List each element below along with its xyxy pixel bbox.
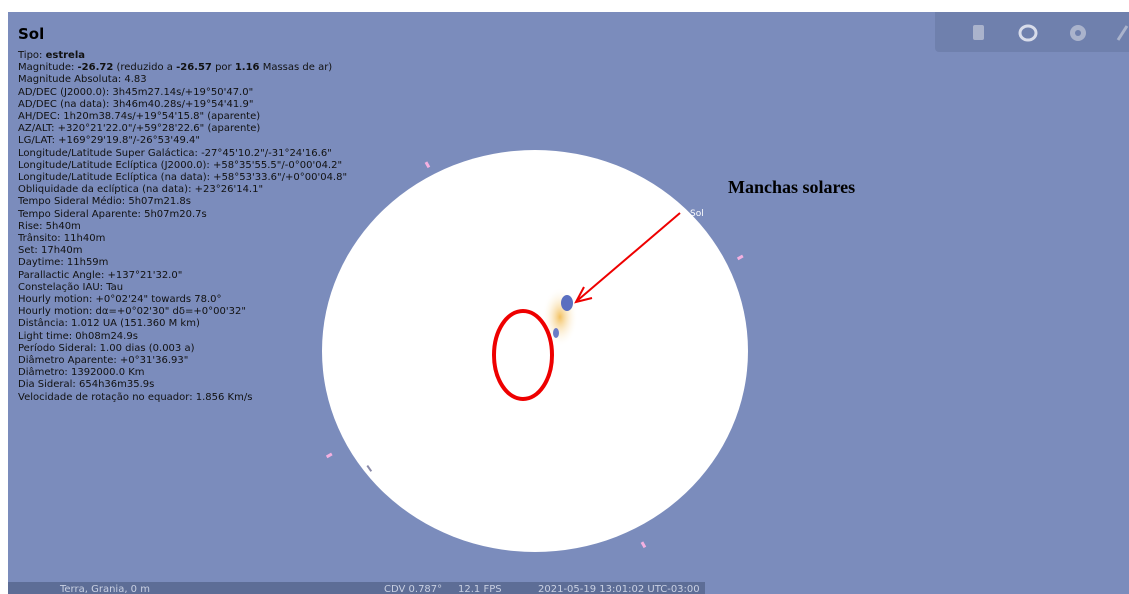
arrow-head [574,286,593,304]
info-line: AD/DEC (na data): 3h46m40.28s/+19°54'41.… [18,98,254,110]
info-line: Longitude/Latitude Super Galáctica: -27°… [18,147,332,159]
info-line: Diâmetro: 1392000.0 Km [18,367,145,379]
info-line: Set: 17h40m [18,245,83,257]
info-line: Tempo Sideral Médio: 5h07m21.8s [18,196,191,208]
info-line: Longitude/Latitude Eclíptica (J2000.0): … [18,159,343,171]
target-icon-center [1075,30,1081,36]
spot-halo [542,287,578,347]
trash-icon[interactable] [973,25,984,40]
info-line: AH/DEC: 1h20m38.74s/+19°54'15.8" (aparen… [18,111,261,123]
star [424,161,431,169]
sky-view: Sol Manchas solares Sol Tipo: estrela Mag… [8,12,1129,594]
star [325,452,333,459]
star [640,541,647,549]
location: Terra, Grania, 0 m [60,584,150,594]
info-line: Magnitude: -26.72 (reduzido a -26.57 por… [18,62,347,74]
star [736,254,744,261]
info-text: Magnitude: [18,62,78,74]
info-line: Dia Sideral: 654h36m35.9s [18,379,155,391]
fps: 12.1 FPS [458,584,502,594]
sunspot [561,295,573,311]
window-icon[interactable] [1018,24,1038,42]
info-line: AZ/ALT: +320°21'22.0"/+59°28'22.6" (apar… [18,123,261,135]
toolbar [935,12,1129,52]
info-line: LG/LAT: +169°29'19.8"/-26°53'49.4" [18,135,200,147]
wrench-icon[interactable] [1116,25,1129,41]
info-line: Tipo: estrela [18,50,347,62]
object-info: Tipo: estrela Magnitude: -26.72 (reduzido… [18,50,347,404]
info-line: Daytime: 11h59m [18,257,109,269]
info-value: -26.72 [77,62,114,74]
sunspot [553,328,559,338]
info-line: Período Sideral: 1.00 dias (0.003 a) [18,342,195,354]
status-bar: Terra, Grania, 0 m CDV 0.787° 12.1 FPS 2… [8,582,705,594]
info-line: Velocidade de rotação no equador: 1.856 … [18,391,253,403]
info-line: Diâmetro Aparente: +0°31'36.93" [18,355,189,367]
fov: CDV 0.787° [384,584,443,594]
datetime: 2021-05-19 13:01:02 UTC-03:00 [538,584,700,594]
object-title: Sol [18,25,45,43]
info-line: Constelação IAU: Tau [18,281,124,293]
info-line: Tempo Sideral Aparente: 5h07m20.7s [18,208,207,220]
star [366,464,373,472]
sky-graphics: Sol Manchas solares [322,150,855,552]
info-line: Distância: 1.012 UA (151.360 M km) [18,318,200,330]
info-value: estrela [45,50,85,61]
sky-label: Sol [690,209,704,219]
info-line: Trânsito: 11h40m [18,233,106,245]
stars [325,161,744,549]
info-line: AD/DEC (J2000.0): 3h45m27.14s/+19°50'47.… [18,86,254,98]
arrow-line [577,212,681,301]
info-value: -26.57 [176,62,212,74]
info-line: Magnitude Absoluta: 4.83 [18,74,147,86]
annotation: Manchas solares [728,177,855,197]
sun-disk[interactable] [322,150,748,552]
toolbar-icons [973,24,1129,42]
info-text: Tipo: [18,50,46,61]
highlight-ellipse [492,309,554,401]
info-line: Parallactic Angle: +137°21'32.0" [18,269,183,281]
info-text: por [211,62,235,74]
info-line: Longitude/Latitude Eclíptica (na data): … [18,172,348,184]
info-line: Hourly motion: dα=+0°02'30" dδ=+0°00'32" [18,306,246,318]
info-text: Massas de ar) [259,62,333,74]
info-line: Obliquidade da eclíptica (na data): +23°… [18,184,264,196]
info-text: (reduzido a [113,62,177,74]
info-value: 1.16 [234,62,260,74]
info-line: Light time: 0h08m24.9s [18,330,138,342]
info-line: Hourly motion: +0°02'24" towards 78.0° [18,294,222,306]
info-line: Rise: 5h40m [18,220,81,232]
